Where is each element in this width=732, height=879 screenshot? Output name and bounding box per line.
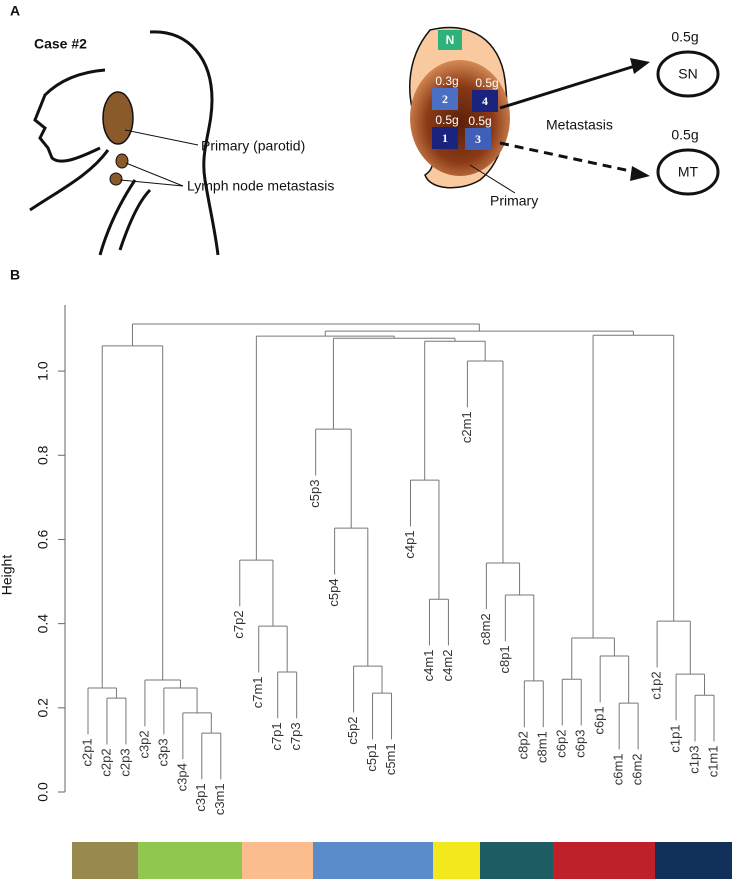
leaf-label: c5p4 bbox=[326, 578, 341, 606]
leader-line bbox=[469, 164, 516, 194]
label: Primary (parotid) bbox=[201, 138, 305, 154]
leaf-label: c3p3 bbox=[155, 738, 170, 766]
leaf-label: c3m1 bbox=[212, 783, 227, 815]
leaf-label: c4p1 bbox=[402, 530, 417, 558]
sample-box bbox=[432, 127, 458, 149]
case-label: Case #2 bbox=[34, 36, 87, 52]
y-tick-label: 0.2 bbox=[35, 698, 51, 718]
lymph-node bbox=[115, 153, 129, 169]
leaf-label: c7m1 bbox=[250, 676, 265, 708]
color-segment bbox=[433, 842, 480, 879]
arrow bbox=[499, 64, 636, 110]
head-drawing bbox=[29, 30, 220, 256]
sample-weight: 0.5g bbox=[435, 113, 458, 127]
arrowhead bbox=[630, 58, 650, 74]
normal-box bbox=[438, 30, 462, 50]
parotid bbox=[102, 91, 134, 145]
leaf-label: c1m1 bbox=[705, 745, 720, 777]
label: Metastasis bbox=[546, 117, 613, 133]
leaf-label: c5p2 bbox=[345, 716, 360, 744]
leaf-label: c1p2 bbox=[649, 671, 664, 699]
color-segment bbox=[655, 842, 732, 879]
site-name: MT bbox=[678, 164, 699, 180]
color-segment bbox=[480, 842, 553, 879]
leaf-label: c6m1 bbox=[611, 753, 626, 785]
site bbox=[656, 50, 720, 98]
panel-label: B bbox=[10, 267, 20, 283]
sample-weight: 0.5g bbox=[475, 76, 498, 90]
site-weight: 0.5g bbox=[671, 127, 698, 143]
sample-id: 1 bbox=[442, 131, 448, 145]
leaf-label: c1p1 bbox=[668, 724, 683, 752]
leaf-label: c6p1 bbox=[592, 706, 607, 734]
panel-label: A bbox=[10, 3, 20, 19]
leaf-label: c4m1 bbox=[421, 650, 436, 682]
label: Lymph node metastasis bbox=[187, 178, 334, 194]
sample-id: 3 bbox=[475, 132, 481, 146]
sample-box bbox=[432, 88, 458, 110]
y-tick-label: 0.6 bbox=[35, 530, 51, 550]
color-segment bbox=[553, 842, 655, 879]
leaf-label: c8p2 bbox=[516, 731, 531, 759]
arrowhead bbox=[630, 166, 650, 181]
y-axis-label: Height bbox=[0, 555, 15, 596]
leaf-label: c6m2 bbox=[630, 753, 645, 785]
samples: 2 0.3g 4 0.5g 1 0.5g 3 0.5g bbox=[432, 74, 499, 150]
y-tick-label: 0.8 bbox=[35, 445, 51, 465]
color-segment bbox=[72, 842, 138, 879]
sample-weight: 0.5g bbox=[468, 114, 491, 128]
leaf-label: c2p3 bbox=[117, 748, 132, 776]
label: Primary bbox=[490, 193, 538, 209]
leaf-label: c8p1 bbox=[497, 645, 512, 673]
color-segment bbox=[313, 842, 433, 879]
leaf-label: c8m2 bbox=[478, 613, 493, 645]
leaf-label: c8m1 bbox=[535, 731, 550, 763]
color-segment bbox=[242, 842, 313, 879]
leaf-label: c3p1 bbox=[193, 783, 208, 811]
site bbox=[656, 148, 720, 196]
leaf-label: c2p2 bbox=[98, 748, 113, 776]
sample-box bbox=[465, 128, 491, 150]
leaf-label: c4m2 bbox=[440, 650, 455, 682]
arrow bbox=[499, 141, 636, 174]
site-weight: 0.5g bbox=[671, 29, 698, 45]
leaf-label: c2p1 bbox=[79, 738, 94, 766]
leaf-label: c3p2 bbox=[136, 730, 151, 758]
y-tick-label: 0.0 bbox=[35, 782, 51, 802]
leaf-label: c5p3 bbox=[307, 479, 322, 507]
leaf-label: c5m1 bbox=[383, 743, 398, 775]
sites: SN 0.5g MT 0.5g bbox=[656, 29, 720, 196]
sample-box bbox=[472, 90, 498, 112]
color-segment bbox=[138, 842, 242, 879]
sample-id: 4 bbox=[482, 94, 488, 108]
site-name: SN bbox=[678, 66, 697, 82]
leaf-label: c6p3 bbox=[573, 729, 588, 757]
leaf-label: c2m1 bbox=[459, 411, 474, 443]
y-tick-label: 1.0 bbox=[35, 361, 51, 381]
leaf-label: c3p4 bbox=[174, 763, 189, 791]
leaf-label: c1p3 bbox=[686, 745, 701, 773]
leader-lines bbox=[119, 129, 199, 187]
leaf-label: c5p1 bbox=[364, 743, 379, 771]
leaf-label: c6p2 bbox=[554, 729, 569, 757]
leaf-label: c7p3 bbox=[288, 722, 303, 750]
normal-label: N bbox=[446, 33, 455, 47]
leaf-label: c7p2 bbox=[231, 610, 246, 638]
lymph-node bbox=[109, 172, 123, 186]
sample-weight: 0.3g bbox=[435, 74, 458, 88]
sample-id: 2 bbox=[442, 92, 448, 106]
y-tick-label: 0.4 bbox=[35, 614, 51, 634]
leaf-label: c7p1 bbox=[269, 722, 284, 750]
